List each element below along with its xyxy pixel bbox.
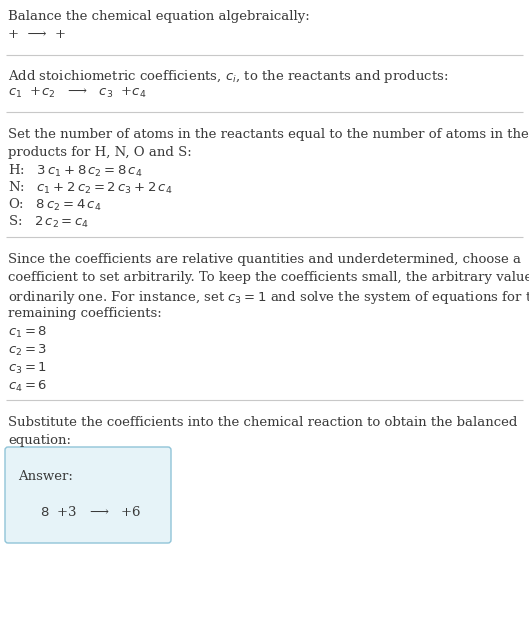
Text: Add stoichiometric coefficients, $c_i$, to the reactants and products:: Add stoichiometric coefficients, $c_i$, … [8,68,449,85]
FancyBboxPatch shape [5,447,171,543]
Text: $c_4 = 6$: $c_4 = 6$ [8,379,47,394]
Text: coefficient to set arbitrarily. To keep the coefficients small, the arbitrary va: coefficient to set arbitrarily. To keep … [8,271,529,284]
Text: $c_1$  +$c_2$   ⟶   $c_3$  +$c_4$: $c_1$ +$c_2$ ⟶ $c_3$ +$c_4$ [8,86,147,100]
Text: Since the coefficients are relative quantities and underdetermined, choose a: Since the coefficients are relative quan… [8,253,521,266]
Text: ordinarily one. For instance, set $c_3 = 1$ and solve the system of equations fo: ordinarily one. For instance, set $c_3 =… [8,289,529,306]
Text: $c_2 = 3$: $c_2 = 3$ [8,343,47,358]
Text: +  ⟶  +: + ⟶ + [8,28,66,41]
Text: products for H, N, O and S:: products for H, N, O and S: [8,146,191,159]
Text: Substitute the coefficients into the chemical reaction to obtain the balanced: Substitute the coefficients into the che… [8,416,517,429]
Text: remaining coefficients:: remaining coefficients: [8,307,162,320]
Text: $8$  +3   ⟶   +6: $8$ +3 ⟶ +6 [40,505,141,519]
Text: $c_1 = 8$: $c_1 = 8$ [8,325,47,340]
Text: Set the number of atoms in the reactants equal to the number of atoms in the: Set the number of atoms in the reactants… [8,128,529,141]
Text: Answer:: Answer: [18,470,73,483]
Text: H:   $3\,c_1 + 8\,c_2 = 8\,c_4$: H: $3\,c_1 + 8\,c_2 = 8\,c_4$ [8,163,143,179]
Text: $c_3 = 1$: $c_3 = 1$ [8,361,47,376]
Text: N:   $c_1 + 2\,c_2 = 2\,c_3 + 2\,c_4$: N: $c_1 + 2\,c_2 = 2\,c_3 + 2\,c_4$ [8,180,172,196]
Text: O:   $8\,c_2 = 4\,c_4$: O: $8\,c_2 = 4\,c_4$ [8,197,102,213]
Text: S:   $2\,c_2 = c_4$: S: $2\,c_2 = c_4$ [8,214,89,230]
Text: equation:: equation: [8,434,71,447]
Text: Balance the chemical equation algebraically:: Balance the chemical equation algebraica… [8,10,310,23]
